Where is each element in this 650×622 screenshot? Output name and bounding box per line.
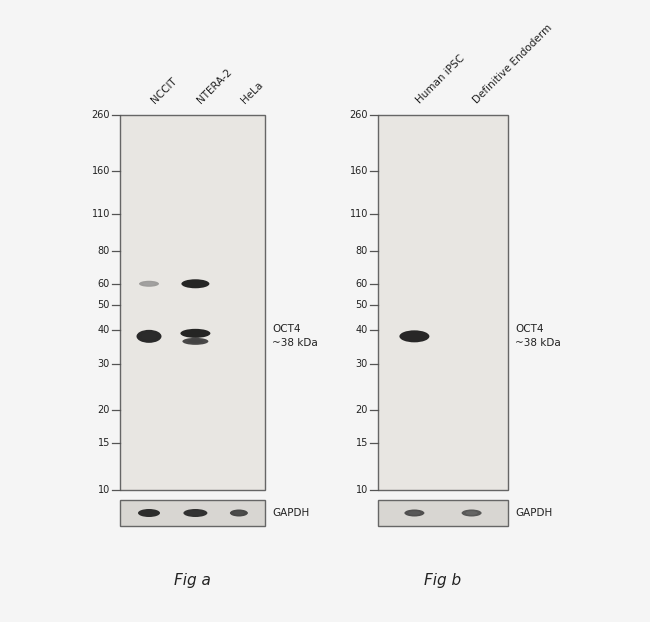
- Text: 160: 160: [92, 166, 110, 176]
- Text: NTERA-2: NTERA-2: [196, 67, 234, 105]
- Text: 50: 50: [98, 300, 110, 310]
- Text: Human iPSC: Human iPSC: [415, 53, 467, 105]
- Text: 10: 10: [356, 485, 368, 495]
- Text: 40: 40: [98, 325, 110, 335]
- Ellipse shape: [138, 509, 160, 517]
- Text: NCCIT: NCCIT: [149, 75, 179, 105]
- Text: OCT4
~38 kDa: OCT4 ~38 kDa: [272, 324, 318, 348]
- Text: 110: 110: [92, 209, 110, 219]
- Ellipse shape: [465, 511, 478, 515]
- Text: 50: 50: [356, 300, 368, 310]
- Ellipse shape: [404, 509, 424, 516]
- Ellipse shape: [142, 511, 155, 515]
- Ellipse shape: [188, 511, 203, 515]
- Text: 60: 60: [356, 279, 368, 289]
- Text: 80: 80: [98, 246, 110, 256]
- Text: GAPDH: GAPDH: [515, 508, 552, 518]
- Text: GAPDH: GAPDH: [272, 508, 309, 518]
- Ellipse shape: [142, 333, 157, 340]
- Text: 30: 30: [98, 358, 110, 369]
- Text: Fig a: Fig a: [174, 572, 211, 588]
- Ellipse shape: [408, 511, 421, 515]
- Text: 10: 10: [98, 485, 110, 495]
- Ellipse shape: [399, 330, 430, 342]
- Bar: [120, 500, 265, 526]
- Ellipse shape: [188, 340, 203, 343]
- Text: 15: 15: [356, 439, 368, 448]
- Text: OCT4
~38 kDa: OCT4 ~38 kDa: [515, 324, 561, 348]
- Ellipse shape: [181, 279, 209, 288]
- Text: 110: 110: [350, 209, 368, 219]
- Bar: [378, 115, 508, 490]
- Ellipse shape: [233, 511, 244, 515]
- Text: 20: 20: [98, 405, 110, 415]
- Ellipse shape: [187, 281, 204, 286]
- Ellipse shape: [183, 338, 209, 345]
- Text: 20: 20: [356, 405, 368, 415]
- Text: 160: 160: [350, 166, 368, 176]
- Text: Definitive Endoderm: Definitive Endoderm: [472, 22, 554, 105]
- Ellipse shape: [139, 281, 159, 287]
- Text: 15: 15: [98, 439, 110, 448]
- Ellipse shape: [183, 509, 207, 517]
- Bar: [120, 115, 265, 490]
- Text: Fig b: Fig b: [424, 572, 461, 588]
- Text: 260: 260: [350, 110, 368, 120]
- Text: 60: 60: [98, 279, 110, 289]
- Text: 30: 30: [356, 358, 368, 369]
- Text: 40: 40: [356, 325, 368, 335]
- Bar: [378, 500, 508, 526]
- Ellipse shape: [136, 330, 161, 343]
- Ellipse shape: [181, 329, 211, 338]
- Ellipse shape: [187, 331, 204, 336]
- Ellipse shape: [143, 282, 155, 285]
- Ellipse shape: [406, 333, 423, 340]
- Ellipse shape: [462, 509, 482, 516]
- Ellipse shape: [230, 509, 248, 516]
- Text: HeLa: HeLa: [239, 80, 265, 105]
- Text: 260: 260: [92, 110, 110, 120]
- Text: 80: 80: [356, 246, 368, 256]
